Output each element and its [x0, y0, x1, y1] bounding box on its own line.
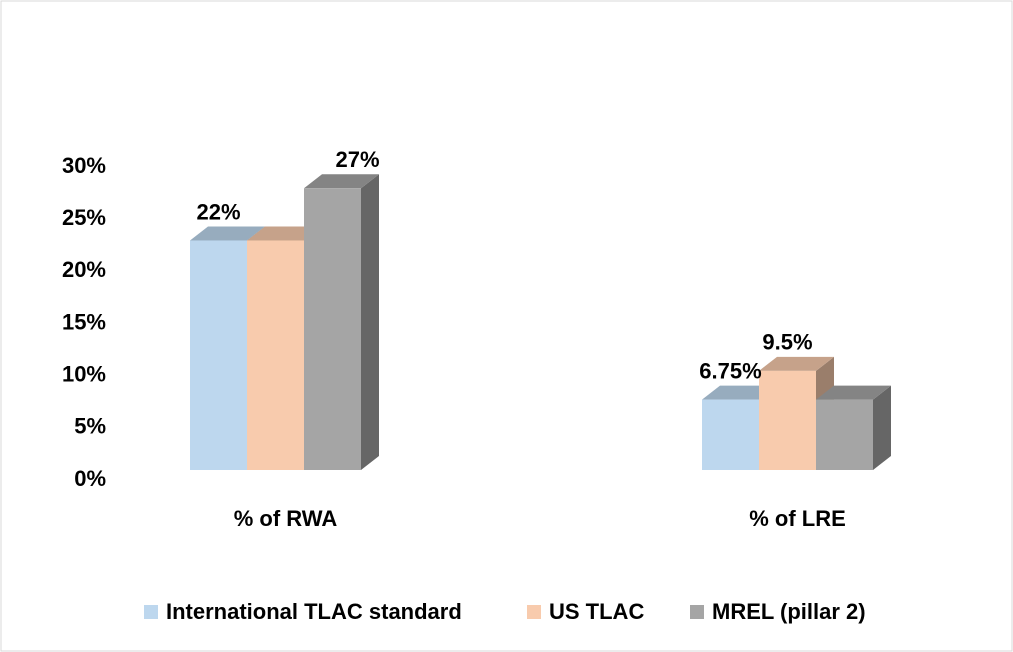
- y-tick-label: 25%: [62, 205, 106, 230]
- y-tick-label: 0%: [74, 466, 106, 491]
- bar: [759, 370, 816, 470]
- x-tick-label: % of LRE: [749, 506, 846, 531]
- bar-side: [361, 174, 379, 471]
- bar: [304, 188, 361, 471]
- legend-label: MREL (pillar 2): [712, 599, 866, 624]
- bar-top: [702, 385, 777, 400]
- x-tick-label: % of RWA: [234, 506, 338, 531]
- value-label: 27%: [335, 147, 379, 172]
- y-tick-label: 30%: [62, 153, 106, 178]
- legend-swatch: [144, 605, 158, 619]
- bar-side: [873, 385, 891, 470]
- value-label: 22%: [196, 199, 240, 224]
- value-label: 6.75%: [699, 358, 761, 383]
- y-tick-label: 15%: [62, 309, 106, 334]
- y-tick-label: 10%: [62, 361, 106, 386]
- legend-swatch: [527, 605, 541, 619]
- value-label: 9.5%: [762, 330, 812, 355]
- bar: [247, 240, 304, 470]
- bar-top: [247, 226, 322, 241]
- bar: [702, 399, 759, 470]
- y-tick-label: 5%: [74, 414, 106, 439]
- legend-label: US TLAC: [549, 599, 644, 624]
- bar: [190, 240, 247, 470]
- bar-top: [816, 385, 891, 400]
- bar: [816, 399, 873, 470]
- y-tick-label: 20%: [62, 257, 106, 282]
- bar-top: [759, 356, 834, 371]
- bar-top: [304, 174, 379, 189]
- legend-swatch: [690, 605, 704, 619]
- bar-top: [190, 226, 265, 241]
- legend-label: International TLAC standard: [166, 599, 462, 624]
